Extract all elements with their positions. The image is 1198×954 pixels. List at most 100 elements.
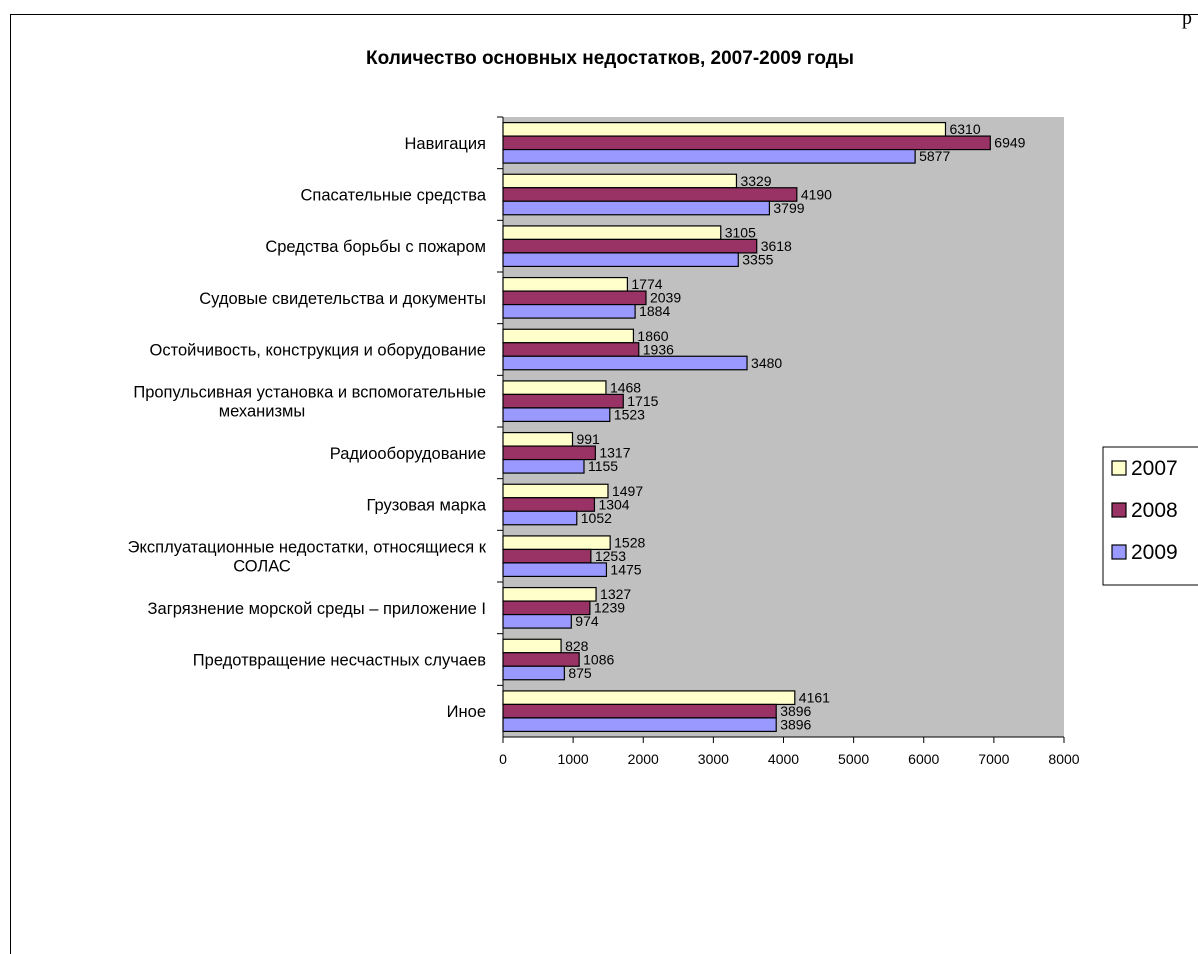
data-label-2009-1: 3799: [773, 200, 804, 216]
bar-2007-6: [502, 431, 574, 447]
bar-2009-9: [502, 613, 572, 629]
data-label-2007-5: 1468: [610, 379, 641, 395]
data-label-2009-3: 1884: [639, 303, 670, 319]
bar-2007-4: [502, 328, 635, 344]
data-label-2008-3: 2039: [650, 290, 681, 306]
bar-2008-11: [502, 703, 777, 719]
legend-swatch-2007: [1111, 460, 1127, 476]
x-tick-label-3000: 3000: [698, 751, 729, 767]
category-label-9: Загрязнение морской среды – приложение I: [148, 600, 486, 618]
category-label-7: Грузовая марка: [366, 497, 486, 515]
legend-label-2007: 2007: [1131, 457, 1178, 480]
data-label-2007-6: 991: [576, 431, 600, 447]
x-tick-label-5000: 5000: [838, 751, 869, 767]
category-label-2: Средства борьбы с пожаром: [265, 238, 486, 256]
data-label-2008-9: 1239: [594, 600, 625, 616]
data-label-2008-1: 4190: [801, 186, 832, 202]
bar-2009-4: [502, 355, 748, 371]
category-label-6: Радиооборудование: [330, 445, 486, 463]
data-label-2007-2: 3105: [725, 224, 756, 240]
bar-2009-1: [502, 200, 771, 216]
x-tick-label-0: 0: [499, 751, 507, 767]
legend-label-2009: 2009: [1131, 541, 1178, 564]
x-tick-label-2000: 2000: [628, 751, 659, 767]
bar-2007-11: [502, 690, 796, 706]
bar-2008-0: [502, 135, 991, 151]
bar-2009-7: [502, 510, 578, 526]
category-label-0: Навигация: [404, 135, 486, 153]
data-label-2007-0: 6310: [949, 121, 980, 137]
page-mark: р: [1182, 7, 1192, 29]
x-tick-label-8000: 8000: [1048, 751, 1079, 767]
data-label-2007-1: 3329: [740, 173, 771, 189]
bar-2009-5: [502, 407, 611, 423]
data-label-2009-9: 974: [575, 613, 599, 629]
data-label-2009-11: 3896: [780, 716, 811, 732]
data-label-2009-10: 875: [568, 665, 592, 681]
data-label-2009-5: 1523: [614, 406, 645, 422]
bar-2008-3: [502, 290, 647, 306]
data-label-2007-4: 1860: [637, 328, 668, 344]
data-label-2008-8: 1253: [595, 548, 626, 564]
data-label-2008-2: 3618: [761, 238, 792, 254]
category-label-3: Судовые свидетельства и документы: [199, 290, 486, 308]
bar-2009-3: [502, 303, 636, 319]
category-label-4: Остойчивость, конструкция и оборудование: [149, 342, 486, 360]
category-label-8-line-0: Эксплуатационные недостатки, относящиеся…: [128, 539, 487, 557]
data-label-2007-10: 828: [565, 638, 589, 654]
bar-2009-2: [502, 252, 739, 268]
data-label-2009-8: 1475: [610, 561, 641, 577]
bar-2008-1: [502, 187, 798, 202]
category-label-1: Спасательные средства: [301, 187, 487, 205]
data-label-2009-7: 1052: [581, 510, 612, 526]
data-label-2007-9: 1327: [600, 586, 631, 602]
x-tick-label-6000: 6000: [908, 751, 939, 767]
data-label-2008-4: 1936: [643, 341, 674, 357]
bar-2008-2: [502, 238, 758, 254]
data-label-2007-3: 1774: [631, 276, 662, 292]
data-label-2008-6: 1317: [599, 445, 630, 461]
x-tick-label-7000: 7000: [978, 751, 1009, 767]
data-label-2009-6: 1155: [588, 458, 618, 474]
data-label-2008-0: 6949: [994, 135, 1025, 151]
category-label-11: Иное: [447, 703, 486, 721]
chart-title: Количество основных недостатков, 2007-20…: [366, 48, 854, 69]
data-label-2008-7: 1304: [598, 496, 629, 512]
bar-2007-9: [502, 586, 597, 602]
data-label-2008-10: 1086: [583, 651, 614, 667]
category-label-5-line-1: механизмы: [219, 403, 306, 421]
legend: 2007 2008 2009: [1102, 446, 1198, 586]
legend-label-2008: 2008: [1131, 499, 1178, 522]
category-label-8-line-1: СОЛАС: [233, 558, 291, 576]
bar-2009-0: [502, 148, 916, 164]
x-tick-label-1000: 1000: [558, 751, 589, 767]
chart-frame: р: [10, 7, 1198, 954]
bar-2009-6: [502, 458, 585, 474]
x-tick-label-4000: 4000: [768, 751, 799, 767]
legend-swatch-2009: [1111, 544, 1127, 560]
bar-2008-6: [502, 445, 596, 461]
bar-2009-8: [502, 562, 608, 578]
data-label-2007-7: 1497: [612, 483, 643, 499]
bar-2009-10: [502, 665, 565, 681]
bar-2008-4: [502, 342, 640, 357]
data-label-2007-11: 4161: [799, 689, 830, 705]
data-label-2008-11: 3896: [780, 703, 811, 719]
category-label-5-line-0: Пропульсивная установка и вспомогательны…: [133, 384, 486, 402]
bar-2007-5: [502, 380, 607, 396]
bar-2008-8: [502, 548, 592, 564]
bar-2008-5: [502, 393, 624, 409]
data-label-2009-4: 3480: [751, 355, 782, 371]
data-label-2007-8: 1528: [614, 534, 645, 550]
bar-2007-1: [502, 173, 738, 189]
bar-2007-3: [502, 276, 629, 292]
bar-2007-2: [502, 225, 722, 241]
legend-swatch-2008: [1111, 502, 1127, 518]
bar-2007-10: [502, 638, 562, 654]
bar-2009-11: [502, 717, 777, 733]
data-label-2008-5: 1715: [627, 393, 658, 409]
data-label-2009-0: 5877: [919, 148, 950, 164]
plot-area: [503, 117, 1064, 737]
category-label-10: Предотвращение несчастных случаев: [193, 652, 486, 670]
